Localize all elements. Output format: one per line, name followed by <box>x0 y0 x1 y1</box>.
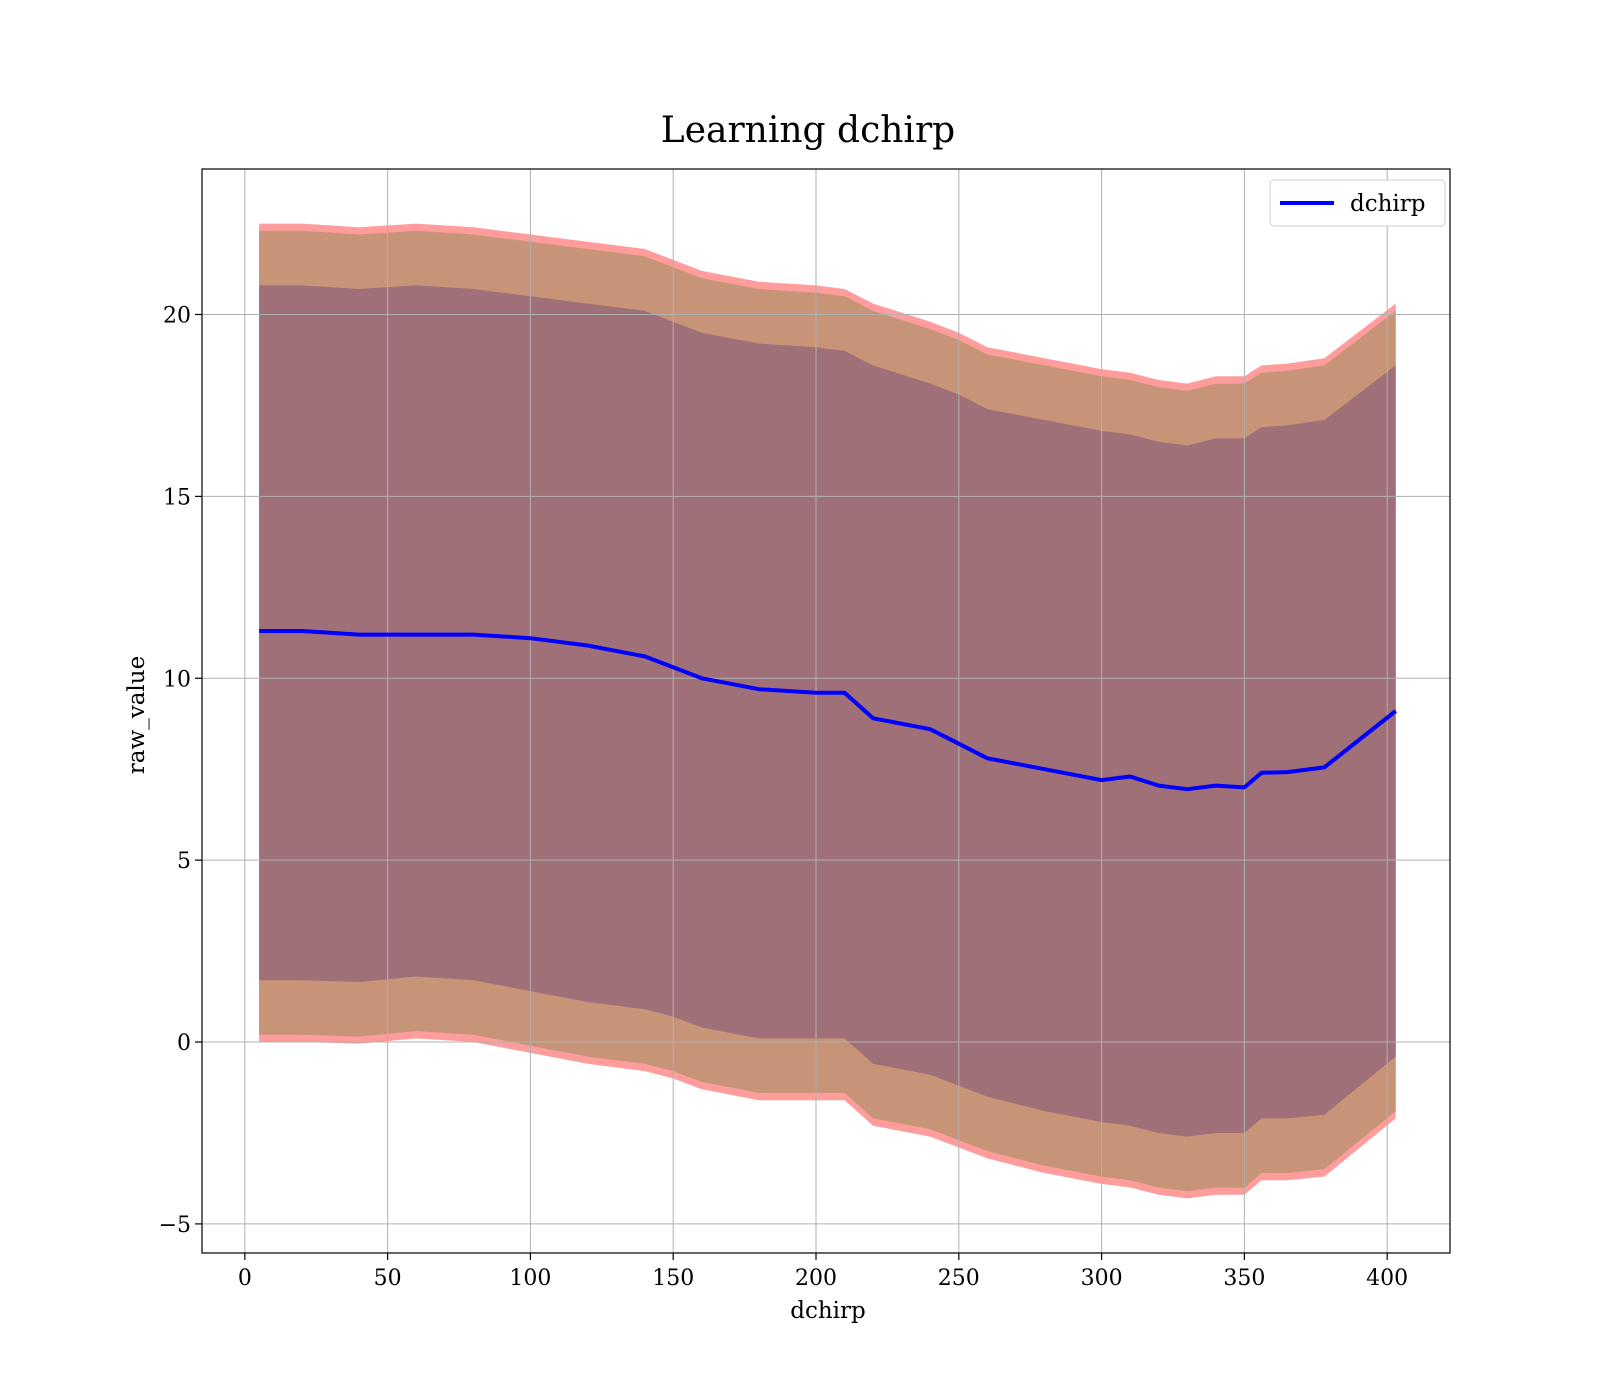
x-tick-label: 150 <box>652 1266 694 1291</box>
x-tick-label: 400 <box>1366 1266 1408 1291</box>
y-tick-label: 15 <box>163 485 191 510</box>
y-tick-label: 10 <box>163 667 191 692</box>
y-tick-label: 5 <box>177 849 191 874</box>
y-axis-label: raw_value <box>124 656 150 774</box>
plot-frame <box>201 168 1451 1254</box>
x-axis-ticks: 0 50 100 150 200 250 300 350 400 <box>238 1253 1408 1291</box>
y-tick-label: 20 <box>163 304 191 329</box>
confidence-bands <box>259 223 1396 1199</box>
x-axis-label: dchirp <box>790 1298 866 1324</box>
inner-band <box>259 285 1396 1137</box>
series-line-dchirp <box>259 629 1397 792</box>
x-tick-label: 200 <box>795 1266 837 1291</box>
y-tick-label: 0 <box>177 1031 191 1056</box>
x-tick-label: 0 <box>238 1266 252 1291</box>
x-tick-label: 50 <box>374 1266 402 1291</box>
x-tick-label: 350 <box>1223 1266 1265 1291</box>
series-lines <box>259 629 1397 792</box>
legend-entry-dchirp: dchirp <box>1350 191 1426 217</box>
x-tick-label: 250 <box>938 1266 980 1291</box>
x-tick-label: 100 <box>509 1266 551 1291</box>
x-tick-label: 300 <box>1081 1266 1123 1291</box>
chart-title: Learning dchirp <box>661 110 955 151</box>
legend-box <box>1269 179 1446 227</box>
y-axis-ticks: −5 0 5 10 15 20 <box>159 304 202 1238</box>
y-tick-label: −5 <box>159 1213 191 1238</box>
grid <box>202 169 1450 1253</box>
legend: dchirp <box>1269 179 1446 227</box>
